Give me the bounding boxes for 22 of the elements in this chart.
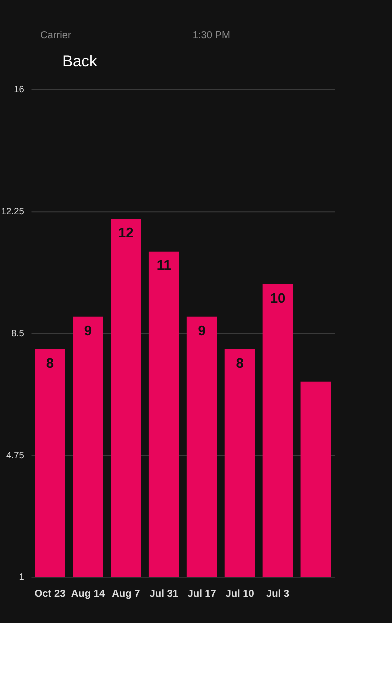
y-tick-label: 8.5 xyxy=(12,328,24,338)
y-tick-label: 1 xyxy=(19,572,24,582)
y-tick-label: 4.75 xyxy=(6,450,24,460)
x-tick-label: Jul 10 xyxy=(226,588,255,600)
data-label: 8 xyxy=(236,356,244,371)
x-tick-label: Aug 7 xyxy=(112,588,141,600)
y-tick-label: 16 xyxy=(14,84,24,94)
x-tick-label: Jul 31 xyxy=(150,588,179,600)
data-label: 10 xyxy=(270,290,286,306)
text: 1:30 PM xyxy=(192,30,230,42)
x-tick-label: Jul 17 xyxy=(188,588,217,600)
data-label: 9 xyxy=(84,323,92,338)
data-label: 12 xyxy=(118,226,134,241)
x-tick-label: Oct 23 xyxy=(34,588,66,600)
x-tick-label: Aug 14 xyxy=(71,588,106,600)
text: Back xyxy=(62,53,98,70)
data-label: 8 xyxy=(46,356,54,371)
data-label: 11 xyxy=(156,258,172,274)
x-tick-label: Jul 3 xyxy=(266,588,290,600)
data-label: 9 xyxy=(198,323,206,338)
y-tick-label: 12.25 xyxy=(1,206,24,216)
text: Carrier xyxy=(40,30,72,42)
